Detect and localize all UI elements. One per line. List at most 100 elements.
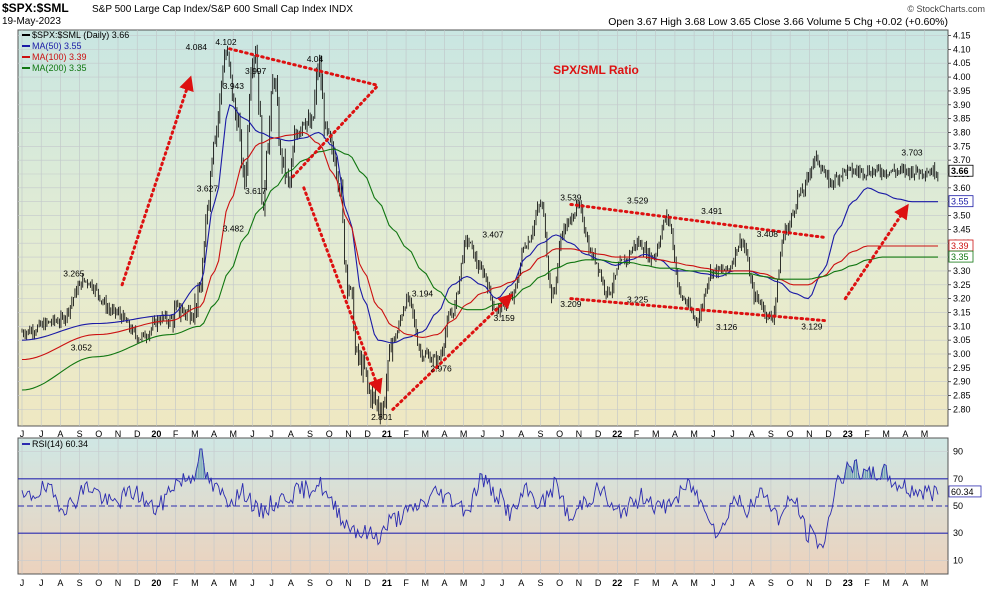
y-tick-label: 3.80 <box>953 127 971 137</box>
chart-description: S&P 500 Large Cap Index/S&P 600 Small Ca… <box>92 4 353 15</box>
x-tick-label: M <box>882 578 890 588</box>
x-tick-label: D <box>134 578 141 588</box>
x-tick-label: O <box>556 429 563 439</box>
x-tick-label: J <box>500 578 505 588</box>
trendline <box>120 75 194 287</box>
price-annotation: 2.976 <box>430 364 452 374</box>
rsi-legend-entry: RSI(14) 60.34 <box>32 439 88 449</box>
x-tick-label: 21 <box>382 429 392 439</box>
price-annotation: 3.703 <box>901 147 923 157</box>
x-tick-label: 23 <box>843 429 853 439</box>
x-tick-label: O <box>787 429 794 439</box>
price-annotation: 3.159 <box>493 313 515 323</box>
x-tick-label: D <box>595 429 602 439</box>
ohlc-readout: Open 3.67 High 3.68 Low 3.65 Close 3.66 … <box>608 16 948 28</box>
x-tick-label: D <box>364 429 371 439</box>
x-tick-label: M <box>921 578 929 588</box>
price-annotation: 3.408 <box>757 229 779 239</box>
x-tick-label: 23 <box>843 578 853 588</box>
price-annotation: 3.225 <box>627 295 649 305</box>
x-tick-label: N <box>806 429 813 439</box>
x-tick-label: F <box>403 429 409 439</box>
x-tick-label: A <box>902 429 908 439</box>
x-tick-label: A <box>749 429 755 439</box>
x-tick-label: O <box>326 429 333 439</box>
rsi-last-value-label: 60.34 <box>951 487 974 497</box>
last-value-label: 3.39 <box>951 241 969 251</box>
price-annotation: 3.529 <box>627 196 649 206</box>
x-tick-label: M <box>191 578 199 588</box>
price-annotation: 3.052 <box>71 343 93 353</box>
legend-entry: MA(200) 3.35 <box>32 63 87 73</box>
x-tick-label: A <box>518 578 524 588</box>
x-tick-label: S <box>307 429 313 439</box>
x-tick-label: M <box>229 578 237 588</box>
x-tick-label: J <box>711 429 716 439</box>
x-tick-label: 20 <box>151 429 161 439</box>
x-tick-label: M <box>422 429 430 439</box>
x-tick-label: N <box>576 578 583 588</box>
x-tick-label: M <box>921 429 929 439</box>
x-tick-label: M <box>229 429 237 439</box>
y-tick-label: 4.00 <box>953 72 971 82</box>
price-annotation: 4.04 <box>307 54 324 64</box>
y-tick-label: 10 <box>953 555 963 565</box>
x-tick-label: M <box>652 578 660 588</box>
price-annotation: 2.801 <box>371 412 393 422</box>
trendline <box>569 297 829 323</box>
x-tick-label: F <box>403 578 409 588</box>
y-tick-label: 4.15 <box>953 31 971 41</box>
price-panel: J J A S O N D 20 F M A M J J A S O N D 21 F M A M J J A S O N D 22 F M A M J… <box>17 29 974 439</box>
y-tick-label: 70 <box>953 474 963 484</box>
x-tick-label: M <box>460 429 468 439</box>
last-value-box <box>948 250 974 263</box>
x-tick-label: F <box>173 578 179 588</box>
y-tick-label: 3.20 <box>953 294 971 304</box>
y-tick-label: 3.15 <box>953 307 971 317</box>
x-tick-label: M <box>690 578 698 588</box>
x-tick-label: S <box>537 429 543 439</box>
x-tick-label: A <box>518 429 524 439</box>
price-annotation: 3.209 <box>560 299 582 309</box>
x-tick-label: 20 <box>151 578 161 588</box>
ma100-line <box>21 131 938 361</box>
ma50-line <box>21 103 938 344</box>
x-tick-label: F <box>864 578 870 588</box>
x-tick-label: O <box>556 578 563 588</box>
x-tick-label: J <box>39 578 44 588</box>
x-tick-label: S <box>307 578 313 588</box>
y-tick-label: 3.45 <box>953 224 971 234</box>
y-tick-label: 3.50 <box>953 211 971 221</box>
x-tick-label: M <box>191 429 199 439</box>
chart-symbol: $SPX:$SML <box>2 1 69 15</box>
x-tick-label: J <box>481 429 486 439</box>
x-tick-label: A <box>672 578 678 588</box>
x-tick-label: A <box>288 429 294 439</box>
rsi-panel: J J A S O N D 20 F M A M J J A S O N D 21 F M A M J J A S O N D 22 F M A M J… <box>17 437 982 588</box>
trendline <box>843 203 909 301</box>
x-tick-label: N <box>806 578 813 588</box>
trendline <box>291 83 380 179</box>
y-tick-label: 3.95 <box>953 86 971 96</box>
x-tick-label: S <box>77 429 83 439</box>
x-tick-label: D <box>825 429 832 439</box>
last-value-label: 3.35 <box>951 252 969 262</box>
trendline <box>391 293 514 411</box>
x-tick-label: N <box>115 429 122 439</box>
x-tick-label: S <box>537 578 543 588</box>
y-tick-label: 3.00 <box>953 349 971 359</box>
x-tick-label: D <box>134 429 141 439</box>
x-tick-label: S <box>768 578 774 588</box>
price-annotation: 4.084 <box>186 42 208 52</box>
y-tick-label: 3.60 <box>953 183 971 193</box>
x-tick-label: J <box>250 429 255 439</box>
y-tick-label: 2.80 <box>953 404 971 414</box>
x-tick-label: O <box>95 578 102 588</box>
x-tick-label: O <box>326 578 333 588</box>
x-tick-label: O <box>95 429 102 439</box>
x-tick-label: A <box>441 578 447 588</box>
y-tick-label: 2.85 <box>953 391 971 401</box>
x-tick-label: F <box>634 578 640 588</box>
y-tick-label: 50 <box>953 501 963 511</box>
price-annotation: 3.129 <box>801 321 823 331</box>
